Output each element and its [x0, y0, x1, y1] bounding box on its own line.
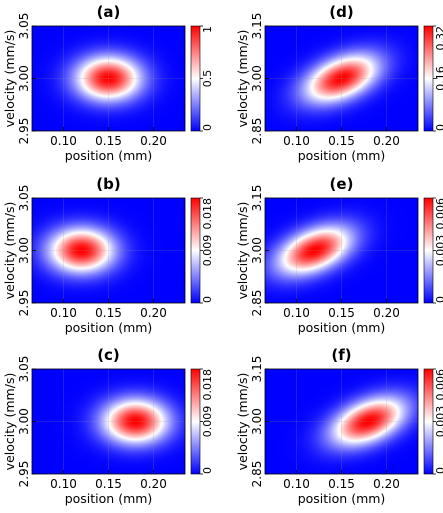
- x-tick-label: 0.15: [328, 477, 355, 491]
- colorbar-tick-label: 0.009: [201, 235, 214, 267]
- x-tick-label: 0.20: [373, 306, 400, 320]
- x-axis-label: position (mm): [298, 491, 386, 506]
- y-tick-label: 3.00: [250, 408, 264, 435]
- colorbar: [423, 197, 434, 304]
- colorbar-tick-label: 0.006: [434, 198, 443, 230]
- y-axis-label: velocity (mm/s): [2, 202, 17, 300]
- colorbar-tick-label: 0.16: [434, 66, 443, 91]
- y-tick-label: 3.00: [17, 237, 31, 264]
- x-axis-label: position (mm): [298, 320, 386, 335]
- y-tick-label: 2.85: [250, 461, 264, 488]
- colorbar-tick-label: 0.003: [434, 406, 443, 438]
- heatmap-image: [32, 198, 185, 303]
- x-axis-label: position (mm): [65, 148, 153, 163]
- x-tick-label: 0.20: [140, 477, 167, 491]
- colorbar: [190, 368, 201, 475]
- y-tick-label: 2.95: [17, 290, 31, 317]
- colorbar-tick-label: 0: [434, 467, 443, 474]
- x-tick-label: 0.15: [95, 134, 122, 148]
- heatmap-image: [265, 26, 418, 131]
- y-tick-label: 3.15: [250, 356, 264, 383]
- x-axis-label: position (mm): [65, 491, 153, 506]
- y-tick-label: 3.05: [17, 185, 31, 212]
- colorbar-tick-label: 0: [434, 296, 443, 303]
- y-tick-label: 2.85: [250, 118, 264, 145]
- y-axis-label: velocity (mm/s): [235, 30, 250, 128]
- x-tick-label: 0.15: [328, 306, 355, 320]
- y-tick-label: 3.00: [250, 65, 264, 92]
- x-tick-label: 0.15: [328, 134, 355, 148]
- colorbar-tick-label: 1: [201, 26, 214, 33]
- colorbar-tick-label: 0.006: [434, 369, 443, 401]
- y-tick-label: 2.95: [17, 118, 31, 145]
- heatmap-image: [32, 369, 185, 474]
- x-tick-label: 0.10: [50, 306, 77, 320]
- colorbar-tick-label: 0.5: [201, 70, 214, 88]
- x-tick-label: 0.10: [50, 134, 77, 148]
- y-axis-label: velocity (mm/s): [2, 373, 17, 471]
- colorbar: [423, 368, 434, 475]
- panel-title: (c): [97, 346, 120, 364]
- x-tick-label: 0.10: [283, 306, 310, 320]
- x-tick-label: 0.20: [373, 134, 400, 148]
- panel-title: (e): [330, 175, 354, 193]
- heatmap-image: [265, 198, 418, 303]
- x-tick-label: 0.10: [283, 134, 310, 148]
- colorbar-tick-label: 0: [201, 296, 214, 303]
- y-tick-label: 3.00: [17, 65, 31, 92]
- y-tick-label: 2.95: [17, 461, 31, 488]
- y-tick-label: 3.15: [250, 185, 264, 212]
- y-axis-label: velocity (mm/s): [2, 30, 17, 128]
- x-tick-label: 0.15: [95, 306, 122, 320]
- y-tick-label: 3.05: [17, 356, 31, 383]
- colorbar-tick-label: 0: [434, 124, 443, 131]
- colorbar-tick-label: 0.018: [201, 369, 214, 401]
- y-tick-label: 3.15: [250, 13, 264, 40]
- x-tick-label: 0.20: [373, 477, 400, 491]
- colorbar-tick-label: 0.018: [201, 198, 214, 230]
- heatmap-image: [32, 26, 185, 131]
- y-tick-label: 3.00: [17, 408, 31, 435]
- panel-title: (d): [329, 3, 353, 21]
- colorbar-tick-label: 0: [201, 124, 214, 131]
- colorbar-tick-label: 0.32: [434, 26, 443, 51]
- x-tick-label: 0.20: [140, 134, 167, 148]
- colorbar-tick-label: 0.003: [434, 235, 443, 267]
- x-tick-label: 0.10: [283, 477, 310, 491]
- colorbar-tick-label: 0.009: [201, 406, 214, 438]
- y-axis-label: velocity (mm/s): [235, 202, 250, 300]
- y-tick-label: 3.05: [17, 13, 31, 40]
- x-tick-label: 0.10: [50, 477, 77, 491]
- x-axis-label: position (mm): [65, 320, 153, 335]
- y-tick-label: 2.85: [250, 290, 264, 317]
- colorbar-tick-label: 0: [201, 467, 214, 474]
- y-axis-label: velocity (mm/s): [235, 373, 250, 471]
- colorbar: [190, 25, 201, 132]
- y-tick-label: 3.00: [250, 237, 264, 264]
- panel-title: (b): [96, 175, 120, 193]
- heatmap-image: [265, 369, 418, 474]
- panel-title: (a): [97, 3, 121, 21]
- panel-title: (f): [331, 346, 351, 364]
- colorbar: [423, 25, 434, 132]
- x-tick-label: 0.15: [95, 477, 122, 491]
- x-tick-label: 0.20: [140, 306, 167, 320]
- colorbar: [190, 197, 201, 304]
- x-axis-label: position (mm): [298, 148, 386, 163]
